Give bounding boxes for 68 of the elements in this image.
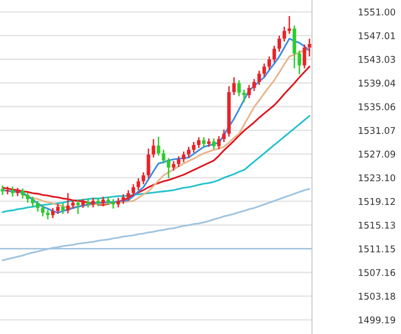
candlestick xyxy=(116,197,120,208)
candlestick xyxy=(212,138,216,150)
y-tick-label: 1515.13 xyxy=(358,222,396,229)
candlestick xyxy=(30,196,34,208)
candlestick xyxy=(237,80,241,97)
candlestick xyxy=(122,194,126,205)
line-series xyxy=(2,115,310,213)
candlestick xyxy=(192,141,196,154)
y-tick-label: 1503.18 xyxy=(358,292,396,300)
y-tick-label: 1535.06 xyxy=(358,103,396,110)
candlestick xyxy=(272,45,276,64)
candlestick xyxy=(136,178,140,191)
y-tick-label: 1507.16 xyxy=(358,269,396,276)
y-tick-label: 1539.04 xyxy=(358,80,396,87)
candlestick xyxy=(152,138,156,158)
candlestick xyxy=(222,128,226,143)
candlestick xyxy=(61,202,65,215)
candlestick xyxy=(41,204,45,218)
candlestick xyxy=(91,197,95,208)
candlestick xyxy=(197,136,201,149)
y-tick-label: 1511.15 xyxy=(358,246,395,252)
candlestick xyxy=(202,136,206,148)
y-tick-label: 1523.10 xyxy=(358,174,396,182)
candlestick xyxy=(156,136,160,156)
candlestick xyxy=(76,200,80,215)
candlestick xyxy=(288,15,292,35)
candlestick xyxy=(257,70,261,86)
y-tick-label: 1547.01 xyxy=(358,32,395,40)
candlestick xyxy=(26,192,30,204)
candlestick xyxy=(132,184,136,197)
candlestick xyxy=(51,207,55,219)
y-tick-label: 1551.00 xyxy=(358,8,396,16)
candlestick xyxy=(308,38,312,58)
candlestick xyxy=(282,26,286,42)
candlestick xyxy=(252,78,256,92)
candlestick xyxy=(186,146,190,158)
candlestick xyxy=(142,172,146,185)
line-series xyxy=(2,188,310,262)
candlestick xyxy=(217,135,221,150)
candlestick xyxy=(166,157,170,179)
y-tick-label: 1519.12 xyxy=(358,198,395,205)
y-tick-label: 1543.03 xyxy=(358,56,396,63)
y-tick-label: 1527.09 xyxy=(358,150,396,158)
candlestick xyxy=(0,184,4,196)
candlestick xyxy=(126,189,130,201)
candlestick xyxy=(247,84,251,99)
candlestick xyxy=(278,34,282,52)
candlestick xyxy=(302,44,306,70)
candlestick xyxy=(262,62,266,78)
candlestick xyxy=(36,200,40,212)
candlestick xyxy=(182,150,186,163)
candlestick xyxy=(66,192,70,214)
candlestick xyxy=(242,89,246,103)
candlestick xyxy=(146,148,150,179)
candlestick xyxy=(232,76,236,96)
candlestick xyxy=(20,188,24,200)
candlestick xyxy=(111,198,115,210)
candlestick xyxy=(267,56,271,70)
y-tick-label: 1531.07 xyxy=(358,127,395,134)
candlestick xyxy=(172,160,176,172)
candlestick xyxy=(101,196,105,207)
y-tick-label: 1499.19 xyxy=(358,316,396,324)
candlestick xyxy=(162,149,166,164)
candlestick xyxy=(298,50,302,75)
line-series xyxy=(2,66,310,206)
candlestick xyxy=(10,186,14,198)
candlestick xyxy=(56,203,60,215)
candlestick xyxy=(176,156,180,168)
